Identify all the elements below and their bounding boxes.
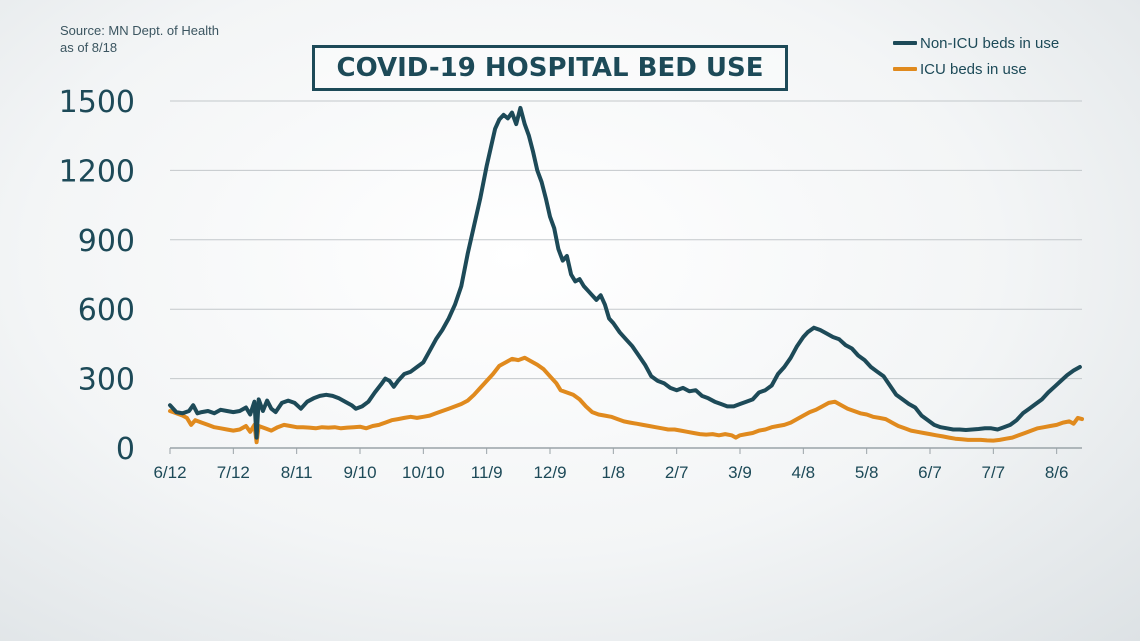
legend-swatch-icu <box>893 67 917 71</box>
as-of-date: as of 8/18 <box>60 40 118 55</box>
legend-label-icu: ICU beds in use <box>920 60 1027 78</box>
x-tick-label: 9/10 <box>343 463 376 482</box>
x-tick-label: 3/9 <box>728 463 752 482</box>
source-note: Source: MN Dept. of Health as of 8/18 <box>60 22 219 56</box>
y-tick-label: 600 <box>78 293 135 328</box>
y-tick-label: 1500 <box>59 85 135 120</box>
legend: Non-ICU beds in use ICU beds in use <box>893 30 1059 82</box>
x-tick-label: 12/9 <box>533 463 566 482</box>
x-tick-label: 7/12 <box>217 463 250 482</box>
y-tick-label: 0 <box>116 432 135 467</box>
y-tick-label: 1200 <box>59 154 135 189</box>
y-axis-ticks: 0 300 600 900 1200 1500 <box>59 85 135 467</box>
legend-item-icu: ICU beds in use <box>893 56 1059 82</box>
y-tick-label: 300 <box>78 363 135 398</box>
x-tick-label: 6/7 <box>918 463 942 482</box>
x-axis-ticks: 6/12 7/12 8/11 9/10 10/10 11/9 12/9 1/8 2/7 3/9 4/… <box>153 448 1068 482</box>
x-tick-label: 4/8 <box>792 463 816 482</box>
series-line-non-icu <box>168 105 1082 440</box>
legend-label-non-icu: Non-ICU beds in use <box>920 34 1060 52</box>
legend-swatch-non-icu <box>893 41 917 45</box>
x-tick-label: 8/11 <box>281 463 313 482</box>
x-tick-label: 2/7 <box>665 463 689 482</box>
x-tick-label: 5/8 <box>855 463 879 482</box>
x-tick-label: 8/6 <box>1045 463 1069 482</box>
x-tick-label: 6/12 <box>153 463 186 482</box>
x-tick-label: 11/9 <box>471 463 503 482</box>
chart-title: COVID-19 HOSPITAL BED USE <box>312 45 788 91</box>
x-tick-label: 7/7 <box>982 463 1006 482</box>
gridlines <box>170 100 1082 449</box>
series-lines <box>168 105 1084 445</box>
y-tick-label: 900 <box>78 224 135 259</box>
source-line: Source: MN Dept. of Health <box>60 23 219 38</box>
legend-item-non-icu: Non-ICU beds in use <box>893 30 1059 56</box>
x-tick-label: 10/10 <box>402 463 445 482</box>
x-tick-label: 1/8 <box>602 463 626 482</box>
series-line-icu <box>168 355 1084 445</box>
